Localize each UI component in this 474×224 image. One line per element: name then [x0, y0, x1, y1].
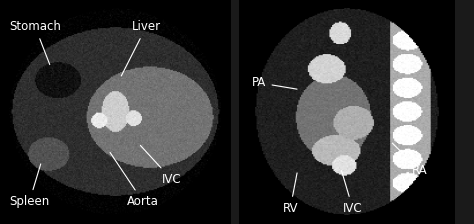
Text: PA: PA — [252, 76, 297, 89]
Text: Stomach: Stomach — [9, 20, 61, 65]
Text: RA: RA — [392, 143, 428, 177]
Text: IVC: IVC — [140, 145, 181, 186]
Text: RV: RV — [283, 173, 298, 215]
Text: Liver: Liver — [121, 20, 161, 76]
Text: Aorta: Aorta — [110, 152, 159, 208]
Text: IVC: IVC — [342, 171, 363, 215]
Text: Spleen: Spleen — [9, 164, 49, 208]
